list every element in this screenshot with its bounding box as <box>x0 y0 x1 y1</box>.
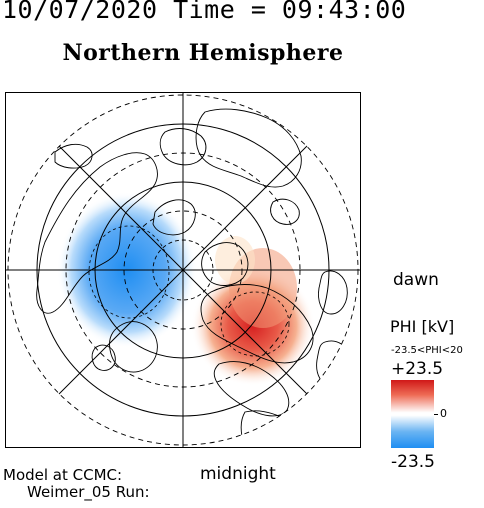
colorbar-tick <box>434 414 438 415</box>
meridian-lines <box>5 92 361 448</box>
colorbar <box>391 380 434 448</box>
datetime-header: 10/07/2020 Time = 09:43:00 <box>2 0 407 24</box>
colorbar-min-label: -23.5 <box>391 452 435 472</box>
midnight-label: midnight <box>200 464 276 484</box>
colorbar-range: -23.5<PHI<20 <box>391 345 463 356</box>
potential-contours <box>88 225 290 357</box>
colorbar-zero-label: 0 <box>440 407 447 420</box>
plot-title: Northern Hemisphere <box>62 40 344 66</box>
colorbar-title: PHI [kV] <box>390 317 455 336</box>
model-label: Model at CCMC: <box>3 466 123 484</box>
dawn-label: dawn <box>393 270 439 290</box>
run-label: Weimer_05 Run: <box>27 483 150 501</box>
colorbar-max-label: +23.5 <box>391 359 444 379</box>
polar-map <box>5 92 361 448</box>
